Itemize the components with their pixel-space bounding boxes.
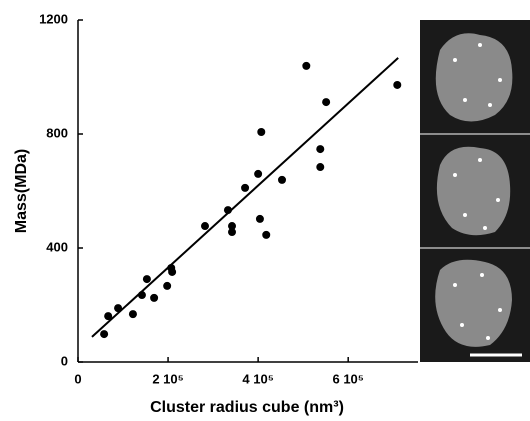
data-point: [241, 183, 250, 192]
data-point: [278, 175, 286, 184]
data-point: [128, 310, 137, 319]
data-point: [114, 304, 123, 313]
x-tick-label: 4 10⁵: [242, 371, 273, 386]
y-tick-label: 400: [46, 239, 68, 254]
data-point: [142, 275, 151, 284]
data-point: [316, 145, 325, 154]
y-tick-label: 800: [46, 125, 68, 140]
data-point: [322, 98, 331, 107]
data-point: [200, 222, 209, 231]
x-axis-label: Cluster radius cube (nm³): [150, 399, 344, 416]
x-tick-label: 0: [74, 371, 81, 386]
data-point: [137, 291, 146, 300]
data-point: [302, 61, 311, 70]
data-point: [255, 214, 264, 223]
data-point: [257, 128, 266, 137]
y-axis-label: Mass(MDa): [13, 149, 30, 233]
x-tick-label: 2 10⁵: [152, 371, 183, 386]
data-point: [104, 312, 113, 321]
data-point: [100, 330, 109, 339]
data-point: [262, 230, 271, 239]
data-point: [254, 169, 263, 178]
x-tick-label: 6 10⁵: [332, 371, 363, 386]
data-point: [163, 281, 172, 290]
fit-line: [91, 57, 399, 338]
y-tick-label: 1200: [39, 11, 68, 26]
data-point: [228, 222, 237, 231]
data-point: [168, 267, 177, 276]
data-point: [393, 80, 402, 89]
y-tick-label: 0: [61, 353, 68, 368]
data-point: [316, 163, 325, 172]
data-point: [223, 206, 232, 215]
data-point: [228, 228, 237, 237]
micrograph-panel: [420, 20, 530, 362]
data-point: [150, 293, 159, 302]
